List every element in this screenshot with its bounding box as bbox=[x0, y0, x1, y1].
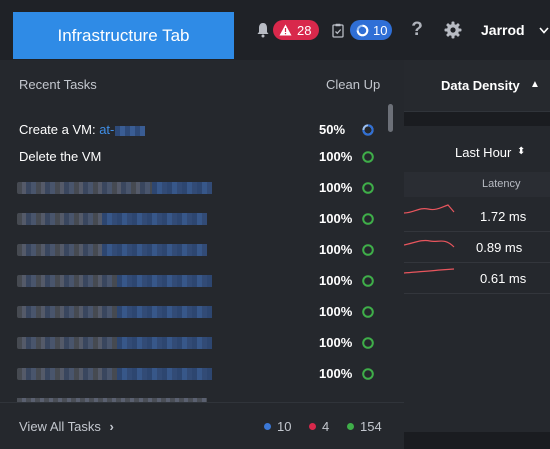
task-percent: 100% bbox=[319, 304, 353, 319]
task-name-text: Delete the VM bbox=[19, 149, 102, 164]
redacted-task-name bbox=[17, 182, 212, 194]
task-summary-count[interactable]: 4 bbox=[309, 419, 329, 434]
task-row[interactable]: 100% bbox=[0, 327, 404, 358]
redacted-entity-name bbox=[115, 125, 146, 136]
summary-count-value: 4 bbox=[322, 419, 330, 434]
data-density-dropdown[interactable]: Data Density bbox=[441, 78, 520, 93]
latency-value: 0.89 ms bbox=[476, 240, 523, 255]
sort-caret-icon: ▲ bbox=[530, 79, 540, 90]
success-icon bbox=[362, 306, 374, 318]
task-row[interactable]: 100% bbox=[0, 172, 404, 203]
status-dot-icon bbox=[309, 423, 316, 430]
redacted-entity-link bbox=[117, 337, 212, 349]
task-row[interactable]: 100% bbox=[0, 265, 404, 296]
redacted-entity-link bbox=[102, 213, 207, 225]
task-percent: 100% bbox=[319, 211, 353, 226]
redacted-entity-link bbox=[117, 368, 212, 380]
task-percent: 100% bbox=[319, 273, 353, 288]
density-toolbar bbox=[404, 60, 550, 112]
task-summary-count[interactable]: 10 bbox=[264, 419, 291, 434]
task-row[interactable]: Create a VM: at- 50% bbox=[0, 114, 404, 145]
success-icon bbox=[362, 244, 374, 256]
task-entity-link[interactable]: at- bbox=[99, 122, 115, 137]
success-icon bbox=[362, 213, 374, 225]
latency-value: 1.72 ms bbox=[480, 209, 527, 224]
task-percent: 100% bbox=[319, 149, 353, 164]
infrastructure-tab[interactable]: Infrastructure Tab bbox=[13, 12, 234, 59]
alerts-count: 28 bbox=[297, 22, 312, 38]
clean-up-link[interactable]: Clean Up bbox=[326, 77, 381, 92]
latency-table-header bbox=[404, 172, 550, 197]
redacted-task-name bbox=[17, 213, 207, 225]
task-row[interactable]: 100% bbox=[0, 296, 404, 327]
latency-sparklines bbox=[404, 204, 455, 274]
clipboard-check-icon[interactable] bbox=[330, 20, 346, 40]
view-all-label: View All Tasks bbox=[19, 419, 101, 434]
redacted-entity-link bbox=[117, 306, 212, 318]
success-icon bbox=[362, 337, 374, 349]
task-row[interactable]: 100% bbox=[0, 234, 404, 265]
summary-count-value: 154 bbox=[360, 419, 382, 434]
gear-icon[interactable] bbox=[442, 19, 464, 41]
sparkline-1 bbox=[404, 204, 455, 214]
success-icon bbox=[362, 182, 374, 194]
tasks-count: 10 bbox=[373, 22, 388, 38]
redacted-entity-link bbox=[102, 244, 207, 256]
task-name-text: Create a VM: bbox=[19, 122, 100, 137]
redacted-entity-link bbox=[117, 275, 212, 287]
task-percent: 100% bbox=[319, 180, 353, 195]
task-percent: 100% bbox=[319, 242, 353, 257]
sparkline-3 bbox=[404, 268, 455, 274]
redacted-task-name bbox=[17, 368, 212, 380]
status-dot-icon bbox=[347, 423, 354, 430]
warning-icon bbox=[279, 24, 292, 36]
row-divider bbox=[404, 262, 550, 263]
redacted-entity-link bbox=[152, 182, 212, 194]
redacted-task-name bbox=[17, 337, 212, 349]
chevron-down-icon[interactable] bbox=[537, 22, 550, 38]
latency-column-header[interactable]: Latency bbox=[482, 178, 521, 190]
tasks-footer bbox=[0, 402, 404, 449]
user-menu[interactable]: Jarrod bbox=[481, 22, 525, 38]
task-row[interactable]: 100% bbox=[0, 358, 404, 389]
task-percent: 100% bbox=[319, 335, 353, 350]
task-name: Create a VM: at- bbox=[19, 122, 146, 137]
scrollbar-thumb[interactable] bbox=[388, 104, 393, 132]
recent-tasks-title: Recent Tasks bbox=[19, 77, 97, 92]
latency-value: 0.61 ms bbox=[480, 271, 527, 286]
success-icon bbox=[362, 151, 374, 163]
bell-icon[interactable] bbox=[254, 20, 272, 40]
status-dot-icon bbox=[264, 423, 271, 430]
sort-caret-icon: ⬍ bbox=[517, 146, 526, 157]
summary-count-value: 10 bbox=[277, 419, 292, 434]
row-divider bbox=[404, 293, 550, 294]
help-icon[interactable]: ? bbox=[411, 19, 423, 40]
task-summary-count[interactable]: 154 bbox=[347, 419, 382, 434]
task-name: Delete the VM bbox=[19, 149, 101, 164]
view-all-tasks-link[interactable]: View All Tasks › bbox=[19, 419, 114, 434]
chevron-right-icon: › bbox=[109, 419, 114, 434]
task-row[interactable]: 100% bbox=[0, 203, 404, 234]
success-icon bbox=[362, 368, 374, 380]
time-range-dropdown[interactable]: Last Hour bbox=[455, 145, 512, 160]
progress-ring-icon bbox=[356, 24, 369, 36]
alerts-badge[interactable]: 28 bbox=[273, 20, 319, 40]
in-progress-icon bbox=[362, 124, 374, 136]
redacted-task-name bbox=[17, 275, 212, 287]
row-divider bbox=[404, 231, 550, 232]
success-icon bbox=[362, 275, 374, 287]
task-percent: 100% bbox=[319, 366, 353, 381]
task-percent: 50% bbox=[319, 122, 346, 137]
task-row-partial bbox=[17, 398, 207, 402]
sparkline-2 bbox=[404, 239, 455, 248]
task-row[interactable]: Delete the VM 100% bbox=[0, 141, 404, 172]
tasks-badge[interactable]: 10 bbox=[350, 20, 392, 40]
redacted-task-name bbox=[17, 306, 212, 318]
redacted-task-name bbox=[17, 244, 207, 256]
